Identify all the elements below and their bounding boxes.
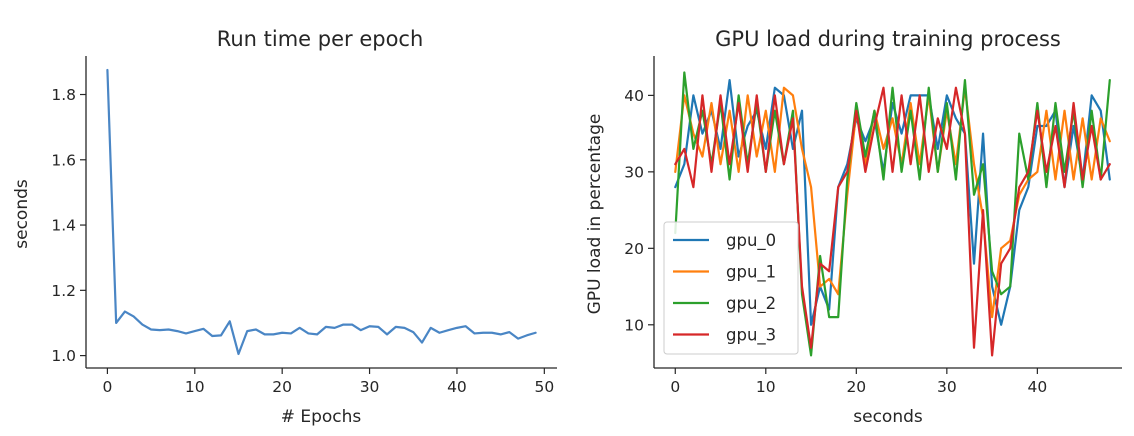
x-tick-label: 10 <box>185 378 205 396</box>
x-axis-label: seconds <box>853 407 923 427</box>
plot-area <box>106 68 537 356</box>
x-tick-label: 10 <box>756 378 776 396</box>
y-ticks: 10 20 30 40 <box>624 87 654 334</box>
y-tick-label: 40 <box>624 87 644 105</box>
x-tick-label: 20 <box>272 378 292 396</box>
series-line-gpu-3 <box>674 86 1111 357</box>
y-tick-label: 10 <box>624 316 644 334</box>
y-tick-label: 1.4 <box>51 217 76 235</box>
legend-label: gpu_0 <box>726 231 776 251</box>
x-tick-label: 40 <box>1027 378 1047 396</box>
run-time-chart: Run time per epoch 0 10 20 30 40 50 1.0 1.2 1.4… <box>12 27 557 427</box>
plot-area <box>674 71 1111 357</box>
y-axis-label: GPU load in percentage <box>585 114 605 315</box>
series-line <box>106 68 537 356</box>
y-tick-label: 1.6 <box>51 151 76 169</box>
y-tick-label: 1.8 <box>51 86 76 104</box>
y-tick-label: 20 <box>624 240 644 258</box>
x-tick-label: 50 <box>534 378 554 396</box>
legend-label: gpu_3 <box>726 326 776 346</box>
x-tick-label: 30 <box>360 378 380 396</box>
x-ticks: 0 10 20 30 40 50 <box>102 368 554 396</box>
y-tick-label: 30 <box>624 163 644 181</box>
x-ticks: 0 10 20 30 40 <box>670 368 1047 396</box>
y-ticks: 1.0 1.2 1.4 1.6 1.8 <box>51 86 86 365</box>
x-tick-label: 0 <box>102 378 112 396</box>
legend: gpu_0 gpu_1 gpu_2 gpu_3 <box>663 221 799 355</box>
series-line-gpu-0 <box>674 78 1111 326</box>
gpu-load-chart: GPU load during training process 0 10 20 30… <box>585 27 1122 427</box>
y-axis-label: seconds <box>12 179 32 249</box>
legend-label: gpu_1 <box>726 263 776 283</box>
x-tick-label: 0 <box>670 378 680 396</box>
x-tick-label: 40 <box>447 378 467 396</box>
chart-title: GPU load during training process <box>715 27 1061 51</box>
y-tick-label: 1.2 <box>51 282 76 300</box>
series-line-gpu-1 <box>674 86 1111 319</box>
x-axis-label: # Epochs <box>281 407 362 427</box>
x-tick-label: 30 <box>937 378 957 396</box>
x-tick-label: 20 <box>846 378 866 396</box>
legend-label: gpu_2 <box>726 294 776 314</box>
legend-box <box>663 221 799 355</box>
chart-title: Run time per epoch <box>217 27 424 51</box>
y-tick-label: 1.0 <box>51 347 76 365</box>
